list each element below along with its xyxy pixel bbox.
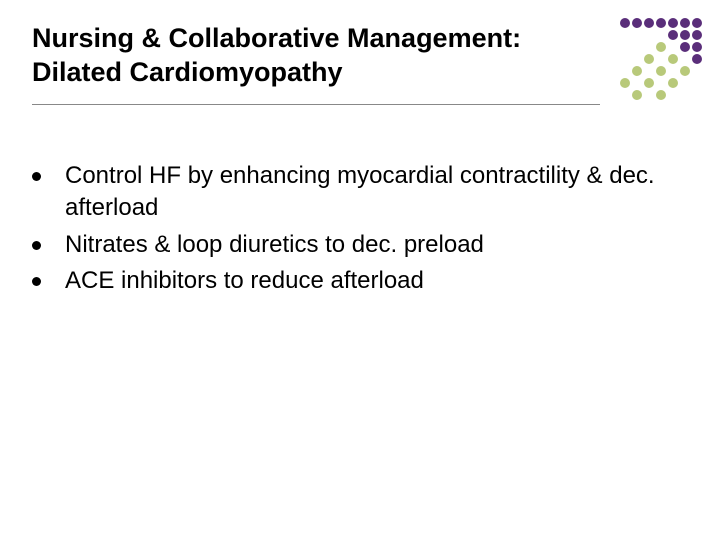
deco-dot: [692, 30, 702, 40]
deco-dot: [692, 42, 702, 52]
bullet-text: Nitrates & loop diuretics to dec. preloa…: [65, 229, 484, 261]
deco-dot: [632, 54, 642, 64]
deco-dot: [692, 54, 702, 64]
deco-dot: [680, 66, 690, 76]
slide: Nursing & Collaborative Management: Dila…: [0, 0, 720, 540]
deco-dot: [656, 42, 666, 52]
deco-dot: [692, 78, 702, 88]
deco-dot: [656, 30, 666, 40]
bullet-item: Control HF by enhancing myocardial contr…: [32, 160, 670, 225]
deco-dot: [620, 18, 630, 28]
deco-dot: [620, 54, 630, 64]
deco-dot: [656, 18, 666, 28]
bullet-list: Control HF by enhancing myocardial contr…: [32, 160, 670, 298]
corner-decoration: [620, 18, 702, 100]
deco-dot: [656, 66, 666, 76]
bullet-text: ACE inhibitors to reduce afterload: [65, 265, 424, 297]
deco-dot: [632, 30, 642, 40]
deco-dot: [668, 78, 678, 88]
bullet-dot-icon: [32, 172, 41, 181]
deco-dot: [668, 42, 678, 52]
deco-dot: [680, 54, 690, 64]
deco-dot: [644, 66, 654, 76]
deco-dot: [692, 66, 702, 76]
deco-dot: [632, 66, 642, 76]
deco-dot: [644, 42, 654, 52]
deco-dot: [692, 18, 702, 28]
deco-dot: [680, 78, 690, 88]
deco-dot: [620, 66, 630, 76]
bullet-text: Control HF by enhancing myocardial contr…: [65, 160, 670, 225]
deco-dot: [656, 78, 666, 88]
deco-dot: [680, 18, 690, 28]
deco-dot: [692, 90, 702, 100]
deco-dot: [632, 42, 642, 52]
deco-dot: [656, 54, 666, 64]
bullet-dot-icon: [32, 277, 41, 286]
deco-dot: [668, 66, 678, 76]
deco-dot: [644, 18, 654, 28]
deco-dot: [668, 18, 678, 28]
deco-dot: [668, 30, 678, 40]
deco-dot: [656, 90, 666, 100]
deco-dot: [644, 90, 654, 100]
deco-dot: [680, 42, 690, 52]
bullet-item: Nitrates & loop diuretics to dec. preloa…: [32, 229, 670, 261]
deco-dot: [620, 90, 630, 100]
body-block: Control HF by enhancing myocardial contr…: [32, 160, 670, 302]
deco-dot: [668, 90, 678, 100]
deco-dot: [620, 30, 630, 40]
bullet-item: ACE inhibitors to reduce afterload: [32, 265, 670, 297]
title-block: Nursing & Collaborative Management: Dila…: [32, 22, 600, 105]
deco-dot: [632, 18, 642, 28]
deco-dot: [644, 30, 654, 40]
deco-dot: [680, 30, 690, 40]
deco-dot: [644, 78, 654, 88]
bullet-dot-icon: [32, 241, 41, 250]
deco-dot: [632, 78, 642, 88]
slide-title: Nursing & Collaborative Management: Dila…: [32, 22, 600, 90]
deco-dot: [644, 54, 654, 64]
deco-dot: [620, 42, 630, 52]
deco-dot: [632, 90, 642, 100]
deco-dot: [668, 54, 678, 64]
deco-dot: [620, 78, 630, 88]
deco-dot: [680, 90, 690, 100]
